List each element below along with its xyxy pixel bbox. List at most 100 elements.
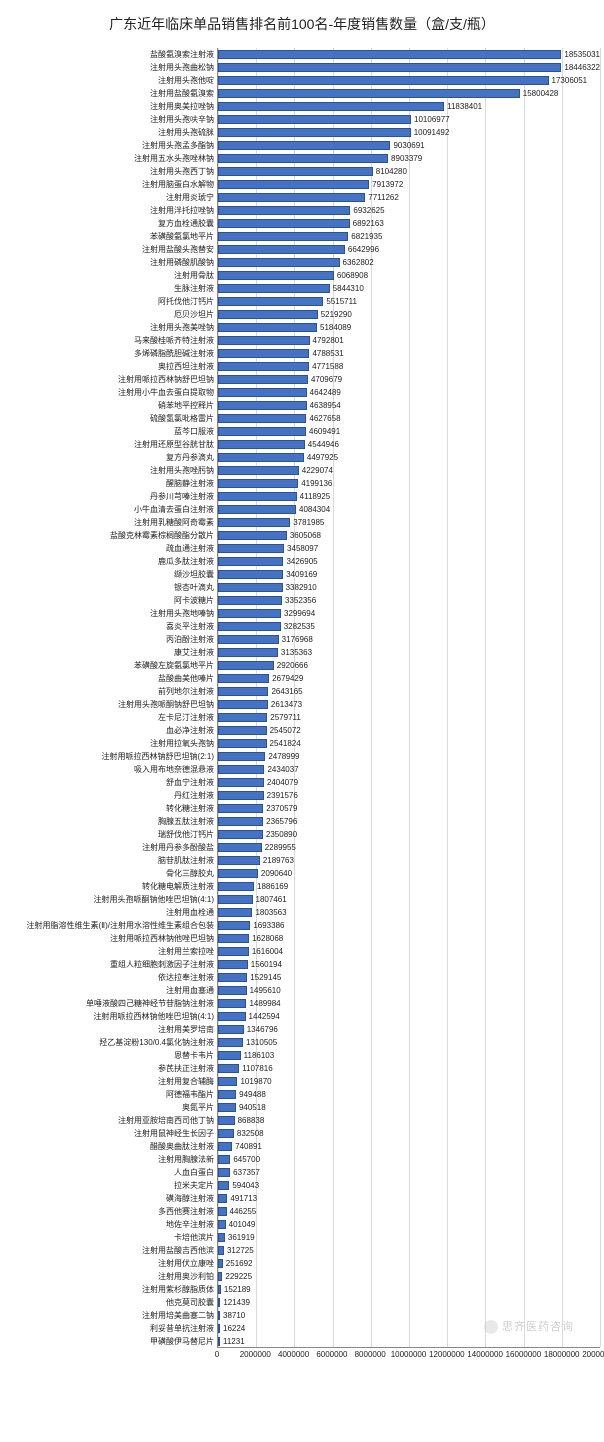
value-label: 251692 <box>226 1259 253 1268</box>
category-label: 注射用小牛血去蛋白提取物 <box>4 386 214 399</box>
bar-row: 491713 <box>218 1192 600 1205</box>
category-label: 阿德福韦酯片 <box>4 1088 214 1101</box>
bar-row: 1886169 <box>218 880 600 893</box>
category-label: 注射用乳糖酸阿奇霉素 <box>4 516 214 529</box>
chart-title: 广东近年临床单品销售排名前100名-年度销售数量（盒/支/瓶） <box>4 14 600 34</box>
value-label: 2541824 <box>270 739 301 748</box>
bar-row: 4084304 <box>218 503 600 516</box>
bar <box>218 986 247 995</box>
x-tick-label: 18000000 <box>544 1350 580 1359</box>
value-label: 5184089 <box>320 323 351 332</box>
bar <box>218 154 388 163</box>
category-label: 注射用头孢呋辛钠 <box>4 113 214 126</box>
bars-container: 1853503118446322173060511580042811838401… <box>218 48 600 1348</box>
value-label: 1346796 <box>247 1025 278 1034</box>
value-label: 3409169 <box>286 570 317 579</box>
bar <box>218 1194 227 1203</box>
category-label: 甲磺酸伊马替尼片 <box>4 1335 214 1348</box>
bar <box>218 1311 220 1320</box>
bar <box>218 466 299 475</box>
bar-row: 6892163 <box>218 217 600 230</box>
bar-row: 7913972 <box>218 178 600 191</box>
category-label: 骨化三醇胶丸 <box>4 867 214 880</box>
bar-row: 3282535 <box>218 620 600 633</box>
bar <box>218 284 330 293</box>
category-label: 注射用丹参多酚酸盐 <box>4 841 214 854</box>
grid-line <box>600 48 601 1347</box>
bar <box>218 1207 227 1216</box>
value-label: 2350890 <box>266 830 297 839</box>
bar-row: 1693386 <box>218 919 600 932</box>
value-label: 6892163 <box>353 219 384 228</box>
category-label: 注射用兰索拉唑 <box>4 945 214 958</box>
bar <box>218 1233 225 1242</box>
bar <box>218 752 265 761</box>
bar-row: 152189 <box>218 1283 600 1296</box>
bar-row: 16224 <box>218 1322 600 1335</box>
bar-row: 2679429 <box>218 672 600 685</box>
value-label: 3382910 <box>286 583 317 592</box>
category-label: 注射用奥沙利铂 <box>4 1270 214 1283</box>
category-label: 血必净注射液 <box>4 724 214 737</box>
category-label: 地佐辛注射液 <box>4 1218 214 1231</box>
value-label: 3176968 <box>282 635 313 644</box>
bar <box>218 817 263 826</box>
value-label: 312725 <box>227 1246 254 1255</box>
x-tick-label: 6000000 <box>316 1350 347 1359</box>
category-label: 注射用磷酸肌酸钠 <box>4 256 214 269</box>
bar <box>218 1168 230 1177</box>
bar <box>218 505 296 514</box>
bar <box>218 1012 246 1021</box>
bar <box>218 375 308 384</box>
category-label: 注射用头孢他啶 <box>4 74 214 87</box>
value-label: 6362802 <box>343 258 374 267</box>
bar <box>218 895 253 904</box>
bar-row: 6932625 <box>218 204 600 217</box>
bar <box>218 245 345 254</box>
value-label: 8903379 <box>391 154 422 163</box>
bar-row: 2365796 <box>218 815 600 828</box>
bar-row: 4609491 <box>218 425 600 438</box>
bar <box>218 739 267 748</box>
bar-row: 2434037 <box>218 763 600 776</box>
value-label: 10091492 <box>414 128 450 137</box>
category-label: 注射用血塞通 <box>4 984 214 997</box>
bar-row: 18535031 <box>218 48 600 61</box>
bar <box>218 700 268 709</box>
bar-row: 3135363 <box>218 646 600 659</box>
value-label: 16224 <box>223 1324 245 1333</box>
category-label: 转化糖注射液 <box>4 802 214 815</box>
value-label: 17306051 <box>552 76 588 85</box>
category-label: 磺海醇注射液 <box>4 1192 214 1205</box>
value-label: 2545072 <box>270 726 301 735</box>
bar <box>218 1181 229 1190</box>
category-label: 注射用盐酸头孢替安 <box>4 243 214 256</box>
value-label: 1807461 <box>256 895 287 904</box>
x-tick-label: 10000000 <box>391 1350 427 1359</box>
category-label: 注射用头孢唑肟钠 <box>4 464 214 477</box>
bar-row: 3409169 <box>218 568 600 581</box>
x-tick-label: 8000000 <box>355 1350 386 1359</box>
value-label: 2478999 <box>268 752 299 761</box>
bar-row: 11231 <box>218 1335 600 1348</box>
category-label: 喜炎平注射液 <box>4 620 214 633</box>
bar-row: 1310505 <box>218 1036 600 1049</box>
bar-row: 361919 <box>218 1231 600 1244</box>
bar <box>218 388 307 397</box>
bar <box>218 427 306 436</box>
bar-row: 3781985 <box>218 516 600 529</box>
category-label: 转化糖电解质注射液 <box>4 880 214 893</box>
x-tick-label: 12000000 <box>429 1350 465 1359</box>
bar-row: 2541824 <box>218 737 600 750</box>
bar <box>218 297 323 306</box>
category-label: 醒脑静注射液 <box>4 477 214 490</box>
bar <box>218 232 348 241</box>
bar-row: 312725 <box>218 1244 600 1257</box>
bar-row: 6362802 <box>218 256 600 269</box>
category-label: 盐酸曲美他嗪片 <box>4 672 214 685</box>
bar-row: 3176968 <box>218 633 600 646</box>
value-label: 4229074 <box>302 466 333 475</box>
value-label: 4709679 <box>311 375 342 384</box>
chart-page: 广东近年临床单品销售排名前100名-年度销售数量（盒/支/瓶） 盐酸氨溴索注射液… <box>0 0 604 1394</box>
bar <box>218 1129 234 1138</box>
